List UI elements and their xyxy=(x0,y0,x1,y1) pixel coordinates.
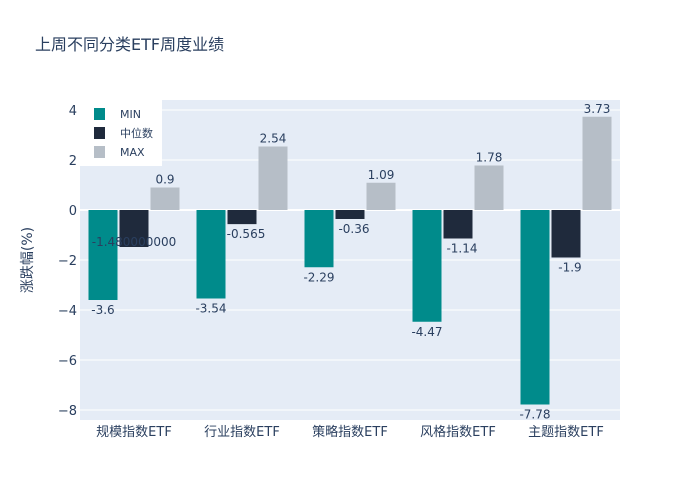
y-tick-label: 4 xyxy=(69,104,77,119)
x-tick-labels: 规模指数ETF 行业指数ETF 策略指数ETF 风格指数ETF 主题指数ETF xyxy=(96,424,604,440)
y-tick-label: −6 xyxy=(58,354,77,369)
legend-swatch[interactable] xyxy=(94,108,105,120)
y-tick-label: −8 xyxy=(58,404,77,419)
data-label: 3.73 xyxy=(584,102,611,116)
bar-中位数-2 xyxy=(335,210,365,219)
y-axis-label: 涨跌幅(%) xyxy=(20,227,36,293)
data-label: -1.480000000 xyxy=(92,235,177,249)
bar-MIN-2 xyxy=(304,210,334,268)
data-label: 1.09 xyxy=(368,168,395,182)
legend-swatch[interactable] xyxy=(94,127,105,139)
bar-中位数-3 xyxy=(443,210,473,239)
data-label: -4.47 xyxy=(411,325,442,339)
data-label: -3.54 xyxy=(195,302,226,316)
x-tick-label: 风格指数ETF xyxy=(420,424,496,440)
x-tick-label: 策略指数ETF xyxy=(312,424,388,440)
data-label: 1.78 xyxy=(476,151,503,165)
bar-MIN-3 xyxy=(412,210,442,322)
x-tick-label: 行业指数ETF xyxy=(204,425,280,440)
bar-中位数-1 xyxy=(227,210,257,225)
data-label: -7.78 xyxy=(519,408,550,422)
bar-MIN-4 xyxy=(520,210,550,405)
x-tick-label: 规模指数ETF xyxy=(96,425,172,440)
data-label: 2.54 xyxy=(260,132,287,146)
bar-MAX-3 xyxy=(474,165,504,210)
legend-box xyxy=(80,100,162,166)
y-tick-label: 0 xyxy=(69,204,77,219)
y-tick-label: −4 xyxy=(58,304,77,319)
legend-label[interactable]: MIN xyxy=(120,108,141,121)
data-label: -1.9 xyxy=(558,261,581,275)
bar-MIN-1 xyxy=(196,210,226,299)
legend-swatch[interactable] xyxy=(94,146,105,158)
chart-title: 上周不同分类ETF周度业绩 xyxy=(35,35,224,54)
data-label: -3.6 xyxy=(91,303,114,317)
x-tick-label: 主题指数ETF xyxy=(528,425,604,440)
bar-MAX-0 xyxy=(150,187,180,210)
y-tick-label: −2 xyxy=(58,254,77,269)
bar-MAX-4 xyxy=(582,116,612,210)
bar-MAX-1 xyxy=(258,146,288,210)
data-label: -0.36 xyxy=(338,222,369,236)
bar-中位数-4 xyxy=(551,210,581,258)
bar-中位数-0 xyxy=(119,210,149,247)
data-labels: -3.6 -1.480000000 0.9 -3.54 -0.565 2.54 -2.29 -… xyxy=(91,102,610,422)
y-tick-label: 2 xyxy=(69,154,77,169)
legend-label[interactable]: MAX xyxy=(120,146,145,159)
data-label: -1.14 xyxy=(446,242,477,256)
bar-MAX-2 xyxy=(366,182,396,210)
legend-label[interactable]: 中位数 xyxy=(120,126,153,140)
data-label: -2.29 xyxy=(303,270,334,284)
y-tick-labels: 4 2 0 −2 −4 −6 −8 xyxy=(58,104,77,419)
data-label: 0.9 xyxy=(155,173,174,187)
bar-MIN-0 xyxy=(88,210,118,300)
data-label: -0.565 xyxy=(227,227,266,241)
bars xyxy=(88,116,612,405)
legend[interactable]: MIN 中位数 MAX xyxy=(80,100,162,166)
